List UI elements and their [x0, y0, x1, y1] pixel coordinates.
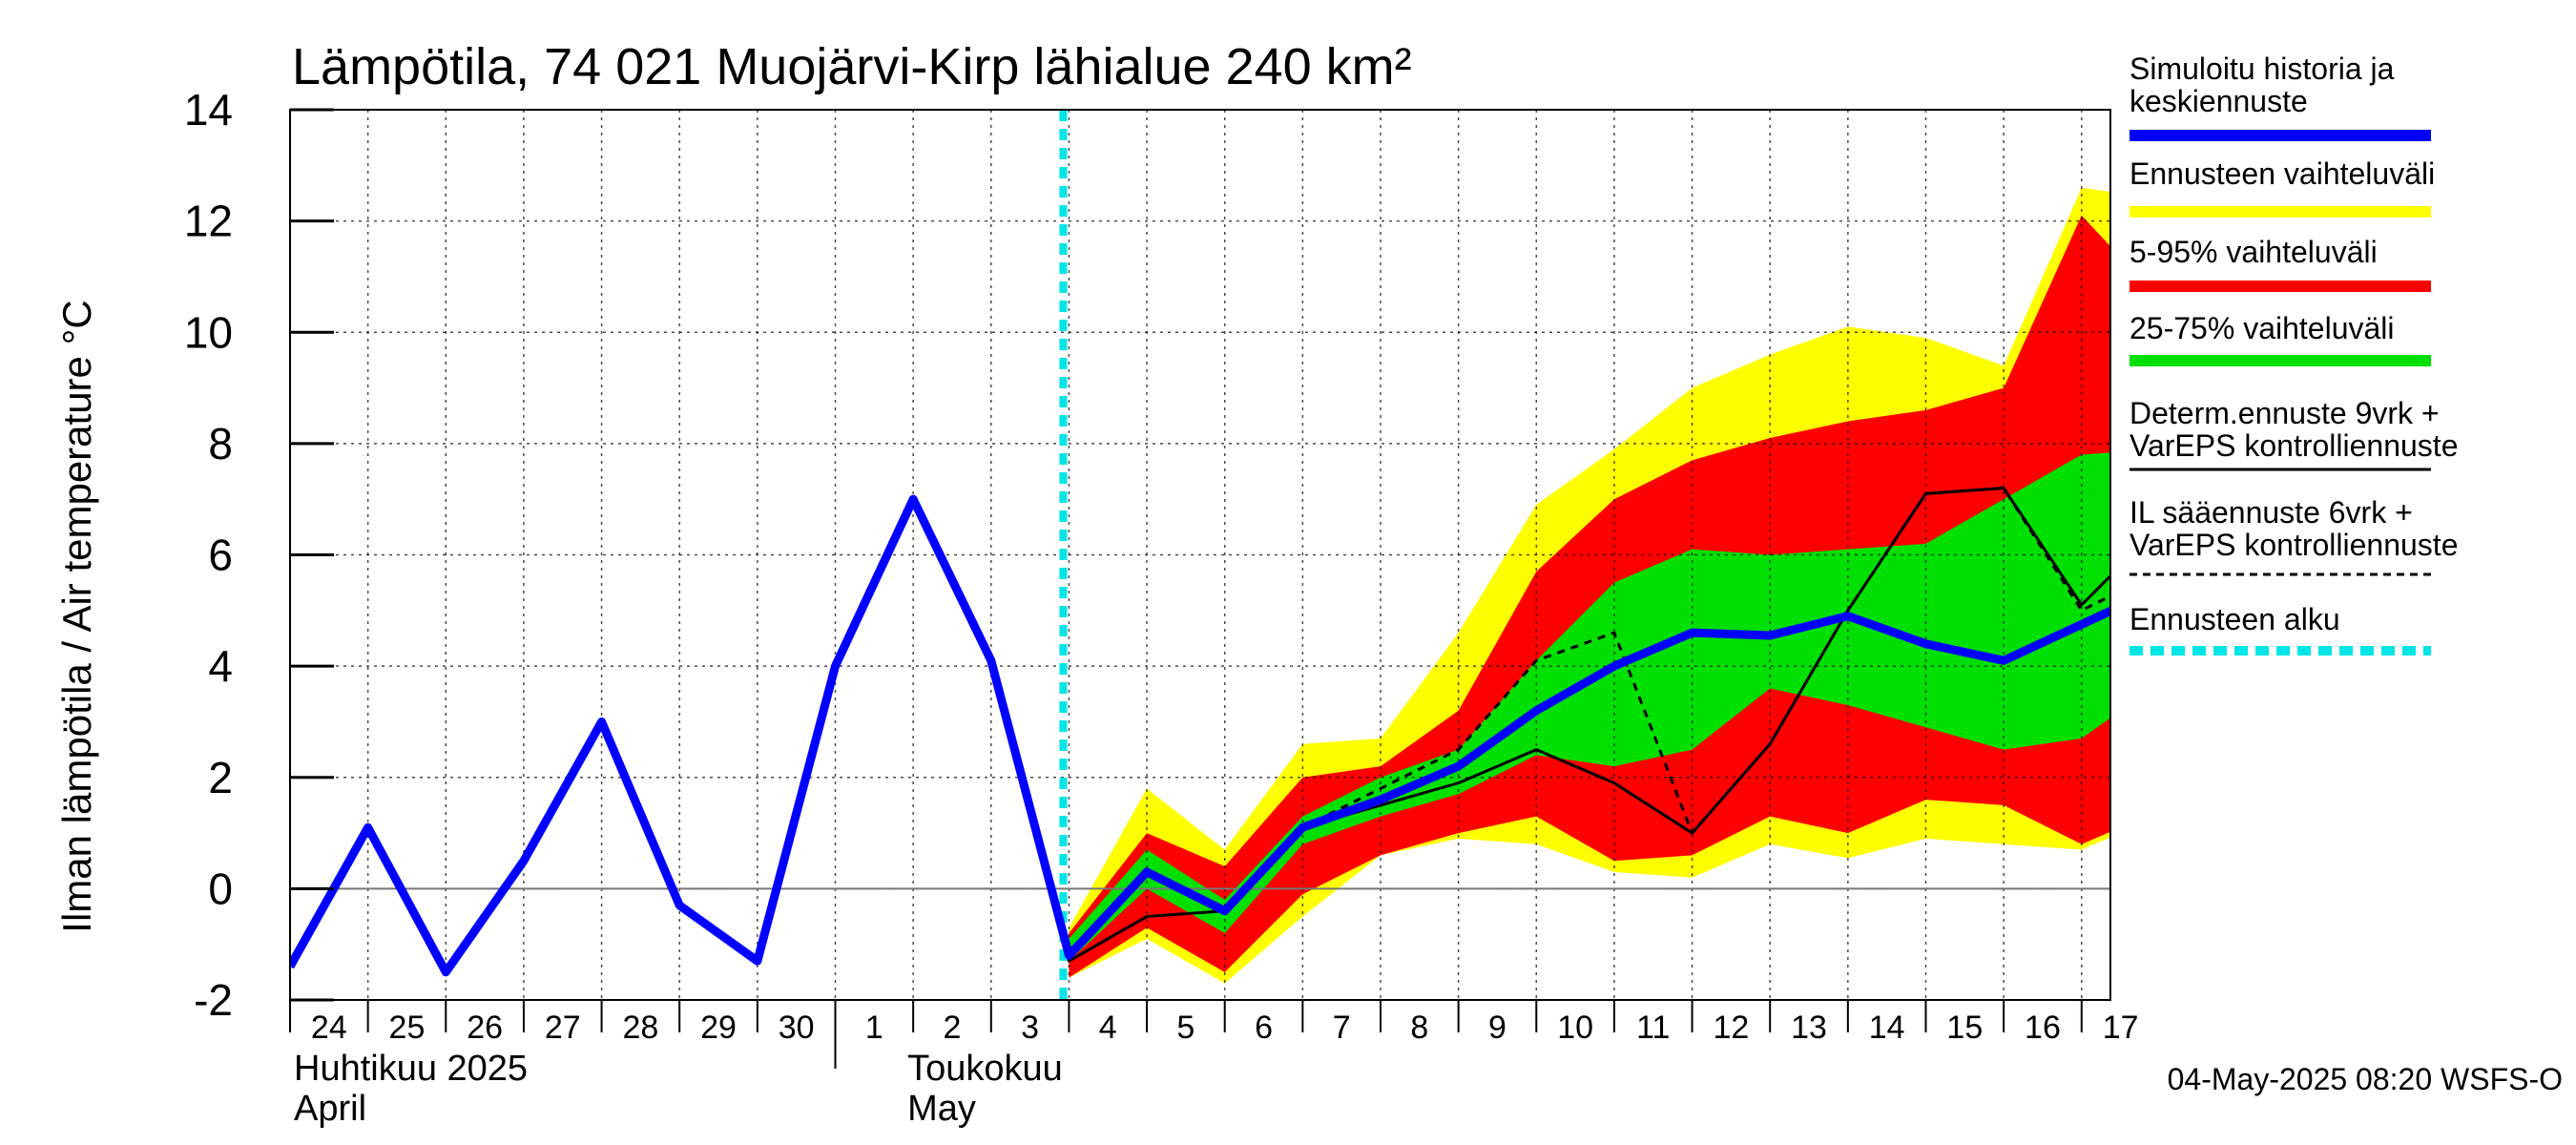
legend-label: keskiennuste [2129, 84, 2308, 118]
y-tick-label: -2 [194, 975, 233, 1025]
legend-item-2: Ennusteen vaihteluväli [2129, 156, 2435, 218]
x-tick-label: 16 [2025, 1010, 2061, 1046]
legend-label: Ennusteen vaihteluväli [2129, 156, 2435, 191]
y-tick-label: 12 [184, 197, 233, 246]
y-axis-label: Ilman lämpötila / Air temperature °C [54, 300, 99, 932]
month-label-april-en: April [294, 1089, 366, 1129]
legend-label: Simuloitu historia ja [2129, 52, 2395, 86]
x-tick-label: 6 [1255, 1010, 1273, 1046]
x-tick-label: 29 [700, 1010, 737, 1046]
x-tick-label: 8 [1410, 1010, 1428, 1046]
x-tick-label: 26 [467, 1010, 503, 1046]
legend-item-6: IL sääennuste 6vrk + VarEPS kontrollienn… [2129, 495, 2458, 576]
legend-label: 5-95% vaihteluväli [2129, 235, 2378, 269]
series-simulated-mean [290, 494, 2110, 977]
legend-label: IL sääennuste 6vrk + [2129, 495, 2413, 530]
x-tick-label: 30 [779, 1010, 815, 1046]
legend-item-5: Determ.ennuste 9vrk +VarEPS kontrollienn… [2129, 396, 2458, 471]
x-tick-label: 25 [389, 1010, 426, 1046]
x-tick-label: 12 [1713, 1010, 1749, 1046]
x-tick-label: 5 [1176, 1010, 1195, 1046]
x-tick-label: 17 [2103, 1010, 2139, 1046]
legend-label: Ennusteen alku [2129, 602, 2340, 636]
legend-item-7: Ennusteen alku [2129, 602, 2431, 656]
x-tick-label: 4 [1099, 1010, 1117, 1046]
y-tick-label: 14 [184, 85, 233, 135]
x-tick-label: 28 [622, 1010, 658, 1046]
plot-content [290, 110, 2110, 1000]
month-label-may-en: May [907, 1089, 976, 1129]
month-label-may-fi: Toukokuu [907, 1049, 1063, 1089]
grid [290, 110, 2110, 1000]
x-tick-label: 11 [1636, 1010, 1670, 1046]
band-3 [1069, 452, 2110, 962]
x-tick-label: 14 [1869, 1010, 1905, 1046]
x-tick-label: 7 [1333, 1010, 1351, 1046]
month-label-april-fi: Huhtikuu 2025 [294, 1049, 528, 1089]
y-tick-label: 8 [208, 419, 233, 468]
chart-title: Lämpötila, 74 021 Muojärvi-Kirp lähialue… [292, 38, 1412, 95]
x-tick-label: 2 [944, 1010, 962, 1046]
y-tick-label: 2 [208, 753, 233, 802]
x-tick-label: 15 [1946, 1010, 1983, 1046]
x-tick-label: 24 [311, 1010, 347, 1046]
legend-item-4: 25-75% vaihteluväli [2129, 311, 2431, 366]
legend-item-3: 5-95% vaihteluväli [2129, 235, 2431, 292]
y-tick-label: 0 [208, 864, 233, 913]
y-tick-label: 6 [208, 531, 233, 580]
x-tick-label: 10 [1557, 1010, 1593, 1046]
y-tick-label: 10 [184, 307, 233, 357]
timestamp-footer: 04-May-2025 08:20 WSFS-O [2168, 1062, 2563, 1096]
x-tick-label: 27 [545, 1010, 581, 1046]
x-tick-label: 1 [865, 1010, 883, 1046]
y-tick-label: 4 [208, 641, 233, 691]
x-tick-label: 13 [1791, 1010, 1827, 1046]
legend-label: 25-75% vaihteluväli [2129, 311, 2395, 345]
x-tick-label: 9 [1488, 1010, 1506, 1046]
x-tick-label: 3 [1021, 1010, 1039, 1046]
legend-label: VarEPS kontrolliennuste [2129, 528, 2458, 562]
legend-label: Determ.ennuste 9vrk + [2129, 396, 2440, 430]
legend-label: VarEPS kontrolliennuste [2129, 428, 2458, 463]
band-2 [1069, 215, 2110, 978]
